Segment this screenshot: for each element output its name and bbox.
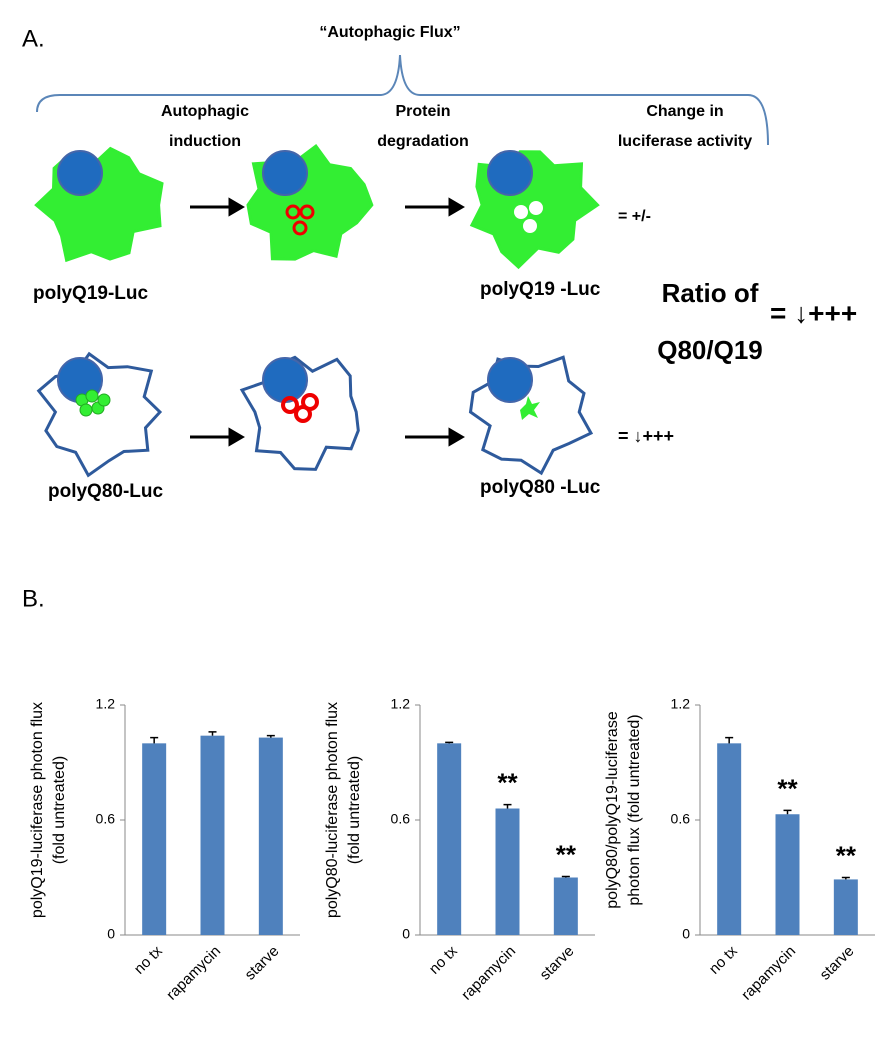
bar: [717, 743, 742, 935]
bar: [833, 879, 858, 935]
y-tick-label: 0.6: [671, 811, 691, 827]
degraded: [514, 205, 528, 219]
x-tick-label: no tx: [131, 942, 166, 977]
y-tick-label: 1.2: [96, 696, 116, 712]
error-bar: [445, 741, 454, 744]
step-label: luciferase activity: [618, 133, 752, 150]
error-bar: [150, 736, 159, 744]
bar: [142, 743, 167, 935]
bar: [495, 808, 520, 935]
result-label: = +/-: [618, 208, 651, 225]
aggregate: [79, 403, 93, 417]
bar: [553, 877, 578, 935]
y-tick-label: 0.6: [96, 811, 116, 827]
x-tick-label: starve: [817, 943, 858, 984]
x-tick-label: rapamycin: [738, 943, 799, 1004]
arrows: [190, 197, 465, 447]
autophagosome: [281, 396, 299, 414]
step-label: Change in: [646, 103, 723, 120]
y-tick-label: 1.2: [671, 696, 691, 712]
error-bar: [266, 734, 275, 738]
error-bar: [503, 803, 512, 809]
y-tick-label: 1.2: [391, 696, 411, 712]
x-tick-label: rapamycin: [458, 943, 519, 1004]
autophagosome: [285, 204, 301, 220]
bar: [200, 735, 225, 935]
significance: **: [497, 768, 518, 798]
nucleus: [57, 150, 103, 196]
autophagosome: [294, 405, 312, 423]
panel-label: A.: [22, 25, 45, 52]
bar: [437, 743, 462, 935]
step-label: Autophagic: [161, 103, 249, 120]
error-bar: [783, 809, 792, 815]
cells: [34, 143, 600, 478]
ratio-label: Q80/Q19: [657, 335, 763, 365]
step-label: degradation: [377, 133, 469, 150]
degraded: [523, 219, 537, 233]
bar: [775, 814, 800, 935]
x-tick-label: starve: [537, 943, 578, 984]
bar: [258, 737, 283, 935]
y-axis-label: polyQ19-luciferase photon flux: [29, 702, 46, 918]
significance: **: [556, 839, 577, 869]
ratio-result: = ↓+++: [770, 297, 857, 328]
x-tick-label: starve: [242, 943, 283, 984]
panel-label: B.: [22, 585, 45, 612]
error-bar: [725, 736, 734, 744]
nucleus: [487, 150, 533, 196]
y-tick-label: 0.6: [391, 811, 411, 827]
error-bar: [841, 876, 850, 880]
significance: **: [836, 840, 857, 870]
brace: [36, 54, 769, 146]
error-bar: [208, 731, 217, 736]
y-tick-label: 0: [402, 926, 410, 942]
autophagosome: [299, 204, 315, 220]
step-label: induction: [169, 133, 241, 150]
cell-label: polyQ19-Luc: [33, 283, 149, 304]
aggregate: [97, 393, 111, 407]
y-axis-label: (fold untreated): [51, 756, 68, 865]
autophagosome: [292, 220, 308, 236]
degraded: [529, 201, 543, 215]
nucleus: [262, 357, 308, 403]
diagram-title: “Autophagic Flux”: [319, 24, 460, 41]
cell-label: polyQ19 -Luc: [480, 279, 601, 300]
nucleus: [262, 150, 308, 196]
y-axis-label: photon flux (fold untreated): [626, 714, 643, 905]
x-tick-label: no tx: [706, 942, 741, 977]
nucleus: [487, 357, 533, 403]
y-axis-label: polyQ80-luciferase photon flux: [324, 702, 341, 918]
y-axis-label: polyQ80/polyQ19-luciferase: [604, 711, 621, 909]
ratio-label: Ratio of: [662, 278, 759, 308]
y-axis-label: (fold untreated): [346, 756, 363, 865]
significance: **: [777, 773, 798, 803]
cell-label: polyQ80-Luc: [48, 481, 164, 502]
result-label: = ↓+++: [618, 426, 674, 446]
x-tick-label: no tx: [426, 942, 461, 977]
error-bar: [561, 875, 570, 878]
cell-label: polyQ80 -Luc: [480, 477, 601, 498]
y-tick-label: 0: [682, 926, 690, 942]
step-label: Protein: [395, 103, 450, 120]
x-tick-label: rapamycin: [163, 943, 224, 1004]
aggregate: [85, 389, 99, 403]
y-tick-label: 0: [107, 926, 115, 942]
aggregate: [520, 396, 540, 420]
